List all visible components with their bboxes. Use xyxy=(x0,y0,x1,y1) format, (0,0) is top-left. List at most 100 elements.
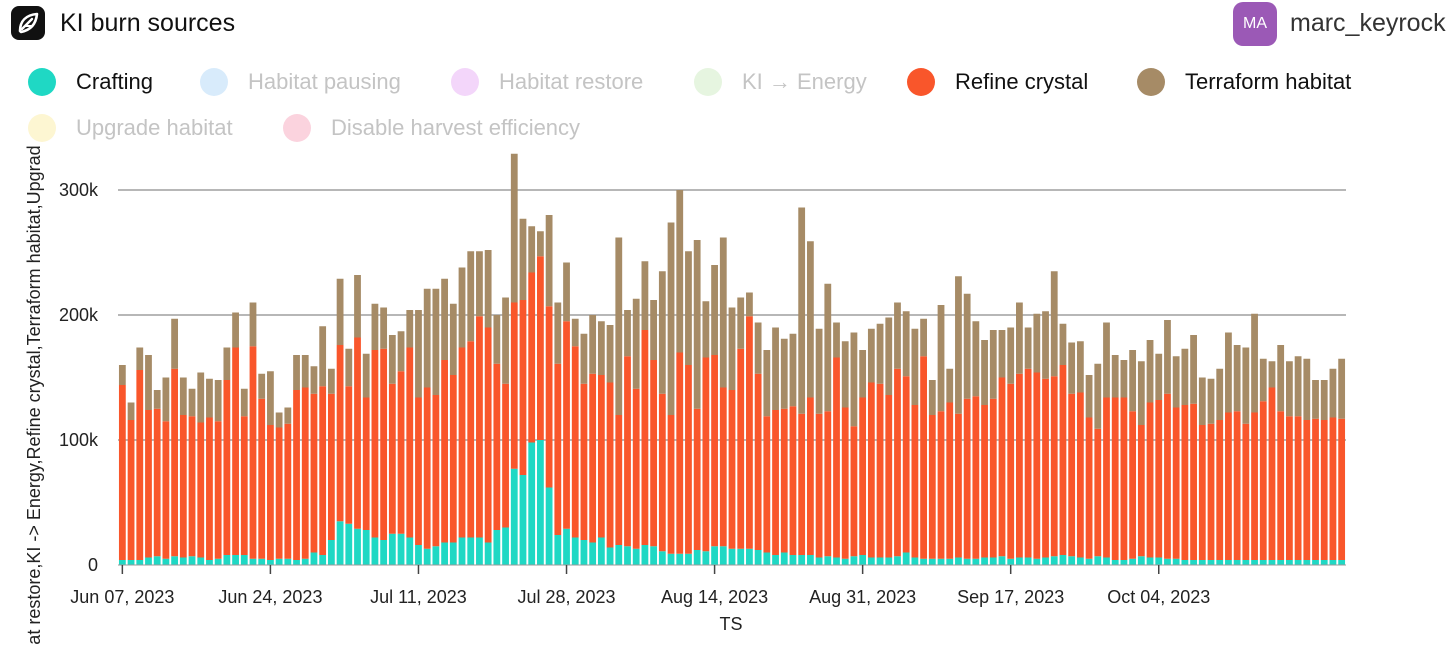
bar-segment[interactable] xyxy=(293,390,300,560)
bar-segment[interactable] xyxy=(920,356,927,559)
bar-segment[interactable] xyxy=(162,377,170,422)
bar-segment[interactable] xyxy=(153,556,161,565)
bar-segment[interactable] xyxy=(441,278,448,360)
bar-segment[interactable] xyxy=(955,557,962,566)
bar-segment[interactable] xyxy=(214,558,222,565)
bar-segment[interactable] xyxy=(928,558,936,565)
bar-segment[interactable] xyxy=(1312,418,1319,560)
bar-segment[interactable] xyxy=(571,318,579,347)
avatar[interactable]: MA xyxy=(1233,2,1277,46)
bar-segment[interactable] xyxy=(162,421,170,559)
bar-segment[interactable] xyxy=(1059,555,1067,565)
bar-segment[interactable] xyxy=(850,426,858,557)
bar-segment[interactable] xyxy=(293,560,300,565)
bar-segment[interactable] xyxy=(493,315,501,364)
bar-segment[interactable] xyxy=(989,330,997,399)
bar-segment[interactable] xyxy=(528,442,536,566)
bar-segment[interactable] xyxy=(415,545,422,565)
bar-segment[interactable] xyxy=(728,390,736,549)
bar-segment[interactable] xyxy=(345,348,353,387)
bar-segment[interactable] xyxy=(632,548,640,565)
bar-segment[interactable] xyxy=(1076,557,1084,566)
bar-segment[interactable] xyxy=(1094,363,1102,429)
bar-segment[interactable] xyxy=(597,375,605,538)
bar-segment[interactable] xyxy=(641,545,649,565)
bar-segment[interactable] xyxy=(789,555,797,565)
bar-segment[interactable] xyxy=(1294,416,1302,560)
bar-segment[interactable] xyxy=(798,555,806,565)
bar-segment[interactable] xyxy=(867,382,875,558)
bar-segment[interactable] xyxy=(702,301,710,358)
legend-item-refine-crystal[interactable]: Refine crystal xyxy=(907,68,1088,96)
bar-segment[interactable] xyxy=(1320,560,1328,565)
bar-segment[interactable] xyxy=(1190,560,1197,565)
bar-segment[interactable] xyxy=(963,558,971,565)
legend-item-terraform-habitat[interactable]: Terraform habitat xyxy=(1137,68,1351,96)
bar-segment[interactable] xyxy=(171,318,179,369)
bar-segment[interactable] xyxy=(981,557,988,566)
bar-segment[interactable] xyxy=(432,395,440,547)
bar-segment[interactable] xyxy=(1085,417,1093,559)
bar-segment[interactable] xyxy=(232,312,239,348)
bar-segment[interactable] xyxy=(528,226,536,273)
bar-segment[interactable] xyxy=(1242,423,1250,560)
bar-segment[interactable] xyxy=(1216,560,1224,565)
bar-segment[interactable] xyxy=(1137,556,1145,565)
bar-segment[interactable] xyxy=(319,326,327,387)
bar-segment[interactable] xyxy=(275,427,283,559)
bar-segment[interactable] xyxy=(345,523,353,565)
bar-segment[interactable] xyxy=(136,560,144,565)
bar-segment[interactable] xyxy=(1129,411,1137,559)
bar-segment[interactable] xyxy=(179,377,187,416)
bar-segment[interactable] xyxy=(1225,332,1232,413)
bar-segment[interactable] xyxy=(1251,412,1258,561)
bar-segment[interactable] xyxy=(406,310,414,348)
bar-segment[interactable] xyxy=(650,546,658,565)
bar-segment[interactable] xyxy=(911,328,919,405)
bar-segment[interactable] xyxy=(145,355,152,410)
bar-segment[interactable] xyxy=(1181,560,1189,565)
bar-segment[interactable] xyxy=(197,372,205,423)
bar-segment[interactable] xyxy=(824,556,832,565)
bar-segment[interactable] xyxy=(275,412,283,428)
bar-segment[interactable] xyxy=(467,341,475,538)
bar-segment[interactable] xyxy=(746,548,753,565)
bar-segment[interactable] xyxy=(258,373,266,399)
bar-segment[interactable] xyxy=(1016,373,1023,558)
bar-segment[interactable] xyxy=(981,405,988,558)
bar-segment[interactable] xyxy=(1103,322,1110,398)
bar-segment[interactable] xyxy=(1111,397,1119,561)
bar-segment[interactable] xyxy=(824,411,832,557)
bar-segment[interactable] xyxy=(179,557,187,566)
bar-segment[interactable] xyxy=(606,382,614,548)
bar-segment[interactable] xyxy=(1172,356,1180,408)
bar-segment[interactable] xyxy=(1076,341,1084,393)
bar-segment[interactable] xyxy=(746,292,753,317)
bar-segment[interactable] xyxy=(1303,420,1311,560)
bar-segment[interactable] xyxy=(1312,560,1319,565)
bar-segment[interactable] xyxy=(214,421,222,559)
bar-segment[interactable] xyxy=(249,302,257,347)
bar-segment[interactable] xyxy=(545,215,553,307)
bar-segment[interactable] xyxy=(258,558,266,565)
bar-segment[interactable] xyxy=(510,302,518,469)
bar-segment[interactable] xyxy=(249,346,257,559)
bar-segment[interactable] xyxy=(1303,560,1311,565)
username[interactable]: marc_keyrock xyxy=(1290,9,1446,37)
bar-segment[interactable] xyxy=(746,316,753,549)
bar-segment[interactable] xyxy=(685,553,692,565)
bar-segment[interactable] xyxy=(171,556,179,565)
bar-segment[interactable] xyxy=(1050,271,1058,377)
bar-segment[interactable] xyxy=(554,302,562,364)
bar-segment[interactable] xyxy=(1059,365,1067,555)
bar-segment[interactable] xyxy=(1050,376,1058,557)
bar-segment[interactable] xyxy=(449,542,457,566)
bar-segment[interactable] xyxy=(841,341,849,408)
bar-segment[interactable] xyxy=(441,360,448,543)
bar-segment[interactable] xyxy=(537,440,544,565)
bar-segment[interactable] xyxy=(188,388,196,417)
bar-segment[interactable] xyxy=(867,557,875,566)
bar-segment[interactable] xyxy=(1103,557,1110,566)
bar-segment[interactable] xyxy=(789,333,797,407)
bar-segment[interactable] xyxy=(763,416,771,553)
